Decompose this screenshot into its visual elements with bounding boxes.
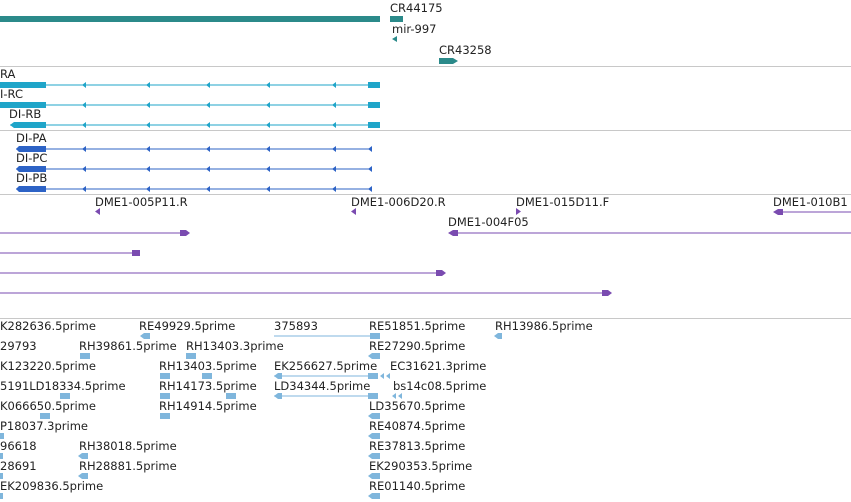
est-re01140-glyph[interactable] [368,493,380,499]
label-transcript-ra[interactable]: RA [0,67,16,81]
est-rh14914-glyph[interactable] [160,413,170,419]
est-label[interactable]: LD35670.5prime [369,399,466,413]
label-mir-997[interactable]: mir-997 [392,22,437,36]
est-label[interactable]: P18037.3prime [0,419,88,433]
track-ncrna: CR44175 mir-997 CR43258 [0,0,851,67]
label-transcript-pa[interactable]: DI-PA [16,131,47,145]
est-rh38018-glyph[interactable] [78,453,88,459]
probe-015d11-marker[interactable] [516,208,521,215]
est-label[interactable]: RH38018.5prime [79,439,177,453]
est-label[interactable]: RH28881.5prime [79,459,177,473]
est-label[interactable]: RH39861.5prime [79,339,177,353]
label-probe-010b1[interactable]: DME1-010B1 [773,195,848,209]
est-rh13403-3-glyph[interactable] [186,353,196,359]
label-transcript-pb[interactable]: DI-PB [16,171,48,185]
est-label[interactable]: EK290353.5prime [369,459,473,473]
est-label[interactable]: 375893 [274,319,318,333]
transcripts-cyan-glyphs[interactable] [0,66,851,130]
est-label[interactable]: K282636.5prime [0,319,96,333]
est-k066650-glyph[interactable] [40,413,50,419]
est-label[interactable]: K123220.5prime [0,359,96,373]
alignment-row-3[interactable] [0,270,446,276]
est-ld18334-glyph[interactable] [60,393,70,399]
est-label[interactable]: EC31621.3prime [390,359,487,373]
probe-glyphs[interactable] [0,194,851,318]
est-re27290-glyph[interactable] [368,353,380,359]
transcript-rc-model[interactable] [0,102,380,108]
est-rh14173-glyph[interactable] [160,393,170,399]
transcript-ra-model[interactable] [0,82,380,88]
est-label[interactable]: 28691 [0,459,37,473]
est-p18037-glyph[interactable] [0,433,4,439]
est-rh39861-glyph[interactable] [80,353,90,359]
label-cr44175[interactable]: CR44175 [390,1,443,15]
est-label[interactable]: K066650.5prime [0,399,96,413]
est-label[interactable]: RH14914.5prime [159,399,257,413]
feature-cr43258[interactable] [439,58,453,64]
est-re49929-glyph[interactable] [140,333,150,339]
label-transcript-rc[interactable]: I-RC [0,87,23,101]
est-label[interactable]: RH13986.5prime [495,319,593,333]
est-ek209836-glyph[interactable] [0,493,3,499]
label-probe-006d20[interactable]: DME1-006D20.R [351,195,446,209]
est-28691-glyph[interactable] [0,473,3,479]
alignment-row-2[interactable] [0,250,140,256]
track-probes: DME1-005P11.R DME1-006D20.R DME1-015D11.… [0,194,851,319]
transcript-pa-model[interactable] [16,146,372,152]
est-re40874-glyph[interactable] [368,433,380,439]
est-label[interactable]: 96618 [0,439,37,453]
est-glyphs[interactable] [0,318,851,502]
est-ec31621-glyph[interactable] [380,373,390,379]
est-rh13986-glyph[interactable] [494,333,502,339]
est-label[interactable]: RH14173.5prime [159,379,257,393]
est-label[interactable]: RE37813.5prime [369,439,466,453]
est-label[interactable]: 29793 [0,339,37,353]
est-rh13403-5-glyph[interactable] [160,373,170,379]
transcript-rb-model[interactable] [10,122,380,128]
track-transcripts-cyan: RA I-RC DI-RB [0,66,851,131]
est-label[interactable]: LD34344.5prime [274,379,371,393]
label-probe-015d11[interactable]: DME1-015D11.F [516,195,610,209]
est-re37813-glyph[interactable] [368,453,380,459]
est-bs14c08-glyph[interactable] [392,393,402,399]
est-label[interactable]: EK209836.5prime [0,479,104,493]
label-probe-005p11[interactable]: DME1-005P11.R [95,195,188,209]
mir-997-arrow-icon[interactable] [392,36,397,42]
alignment-row-4[interactable] [0,290,612,296]
est-96618-glyph[interactable] [0,453,3,459]
track-ests: K282636.5prime RE49929.5prime 375893 RE5… [0,318,851,502]
est-label[interactable]: bs14c08.5prime [393,379,487,393]
label-transcript-pc[interactable]: DI-PC [16,151,48,165]
label-cr43258[interactable]: CR43258 [439,43,492,57]
est-label[interactable]: RE27290.5prime [369,339,466,353]
transcript-pb-model[interactable] [16,186,372,192]
probe-004f05-model[interactable] [448,230,851,236]
est-label[interactable]: 5191LD18334.5prime [0,379,126,393]
est-label[interactable]: EK256627.5prime [274,359,378,373]
probe-010b1-model[interactable] [773,209,851,215]
est-label[interactable]: RE51851.5prime [369,319,466,333]
est-label[interactable]: RE40874.5prime [369,419,466,433]
alignment-row-1[interactable] [0,230,190,236]
transcripts-blue-glyphs[interactable] [0,130,851,194]
track-transcripts-blue: DI-PA DI-PC DI-PB [0,130,851,195]
est-label[interactable]: RE49929.5prime [139,319,236,333]
est-ld35670-glyph[interactable] [368,413,380,419]
label-probe-004f05[interactable]: DME1-004F05 [448,215,529,229]
est-label[interactable]: RH13403.5prime [159,359,257,373]
feature-cr44175-short[interactable] [390,16,403,22]
label-transcript-rb[interactable]: DI-RB [9,107,42,121]
probe-006d20-marker[interactable] [351,208,356,215]
est-label[interactable]: RE01140.5prime [369,479,466,493]
probe-005p11-marker[interactable] [95,208,100,215]
est-label[interactable]: RH13403.3prime [186,339,284,353]
feature-cr44175[interactable] [0,16,380,22]
est-rh28881-glyph[interactable] [78,473,88,479]
cr43258-arrow-icon [453,58,458,64]
transcript-pc-model[interactable] [16,166,372,172]
est-ek290353-glyph[interactable] [368,473,380,479]
